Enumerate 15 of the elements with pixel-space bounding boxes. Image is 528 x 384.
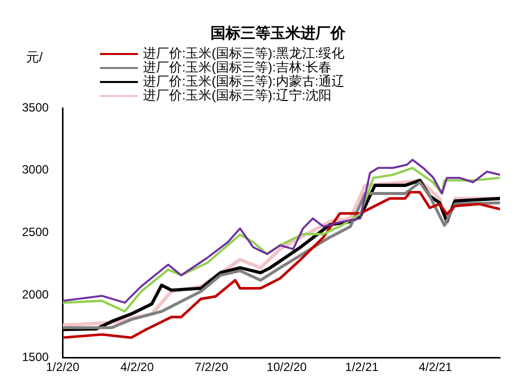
y-tick-label: 3500 [22, 100, 50, 114]
x-tick-label: 7/2/20 [194, 360, 228, 374]
legend-label: 进厂价:玉米(国标三等):吉林:长春 [143, 60, 332, 75]
y-tick-label: 2500 [22, 225, 50, 240]
x-tick-label: 4/2/20 [120, 360, 154, 374]
y-tick-label: 3000 [22, 162, 50, 177]
y-axis-title: 元/ [26, 50, 43, 65]
chart-title: 国标三等玉米进厂价 [210, 25, 346, 42]
x-tick-label: 4/2/21 [418, 360, 452, 374]
legend-label: 进厂价:玉米(国标三等):内蒙古:通辽 [143, 74, 344, 89]
x-tick-label: 1/2/21 [345, 360, 379, 374]
legend-label: 进厂价:玉米(国标三等):辽宁:沈阳 [143, 88, 332, 103]
y-tick-label: 2000 [22, 288, 50, 302]
x-tick-label: 10/2/20 [266, 360, 307, 374]
legend-label: 进厂价:玉米(国标三等):黑龙江:绥化 [143, 46, 344, 61]
